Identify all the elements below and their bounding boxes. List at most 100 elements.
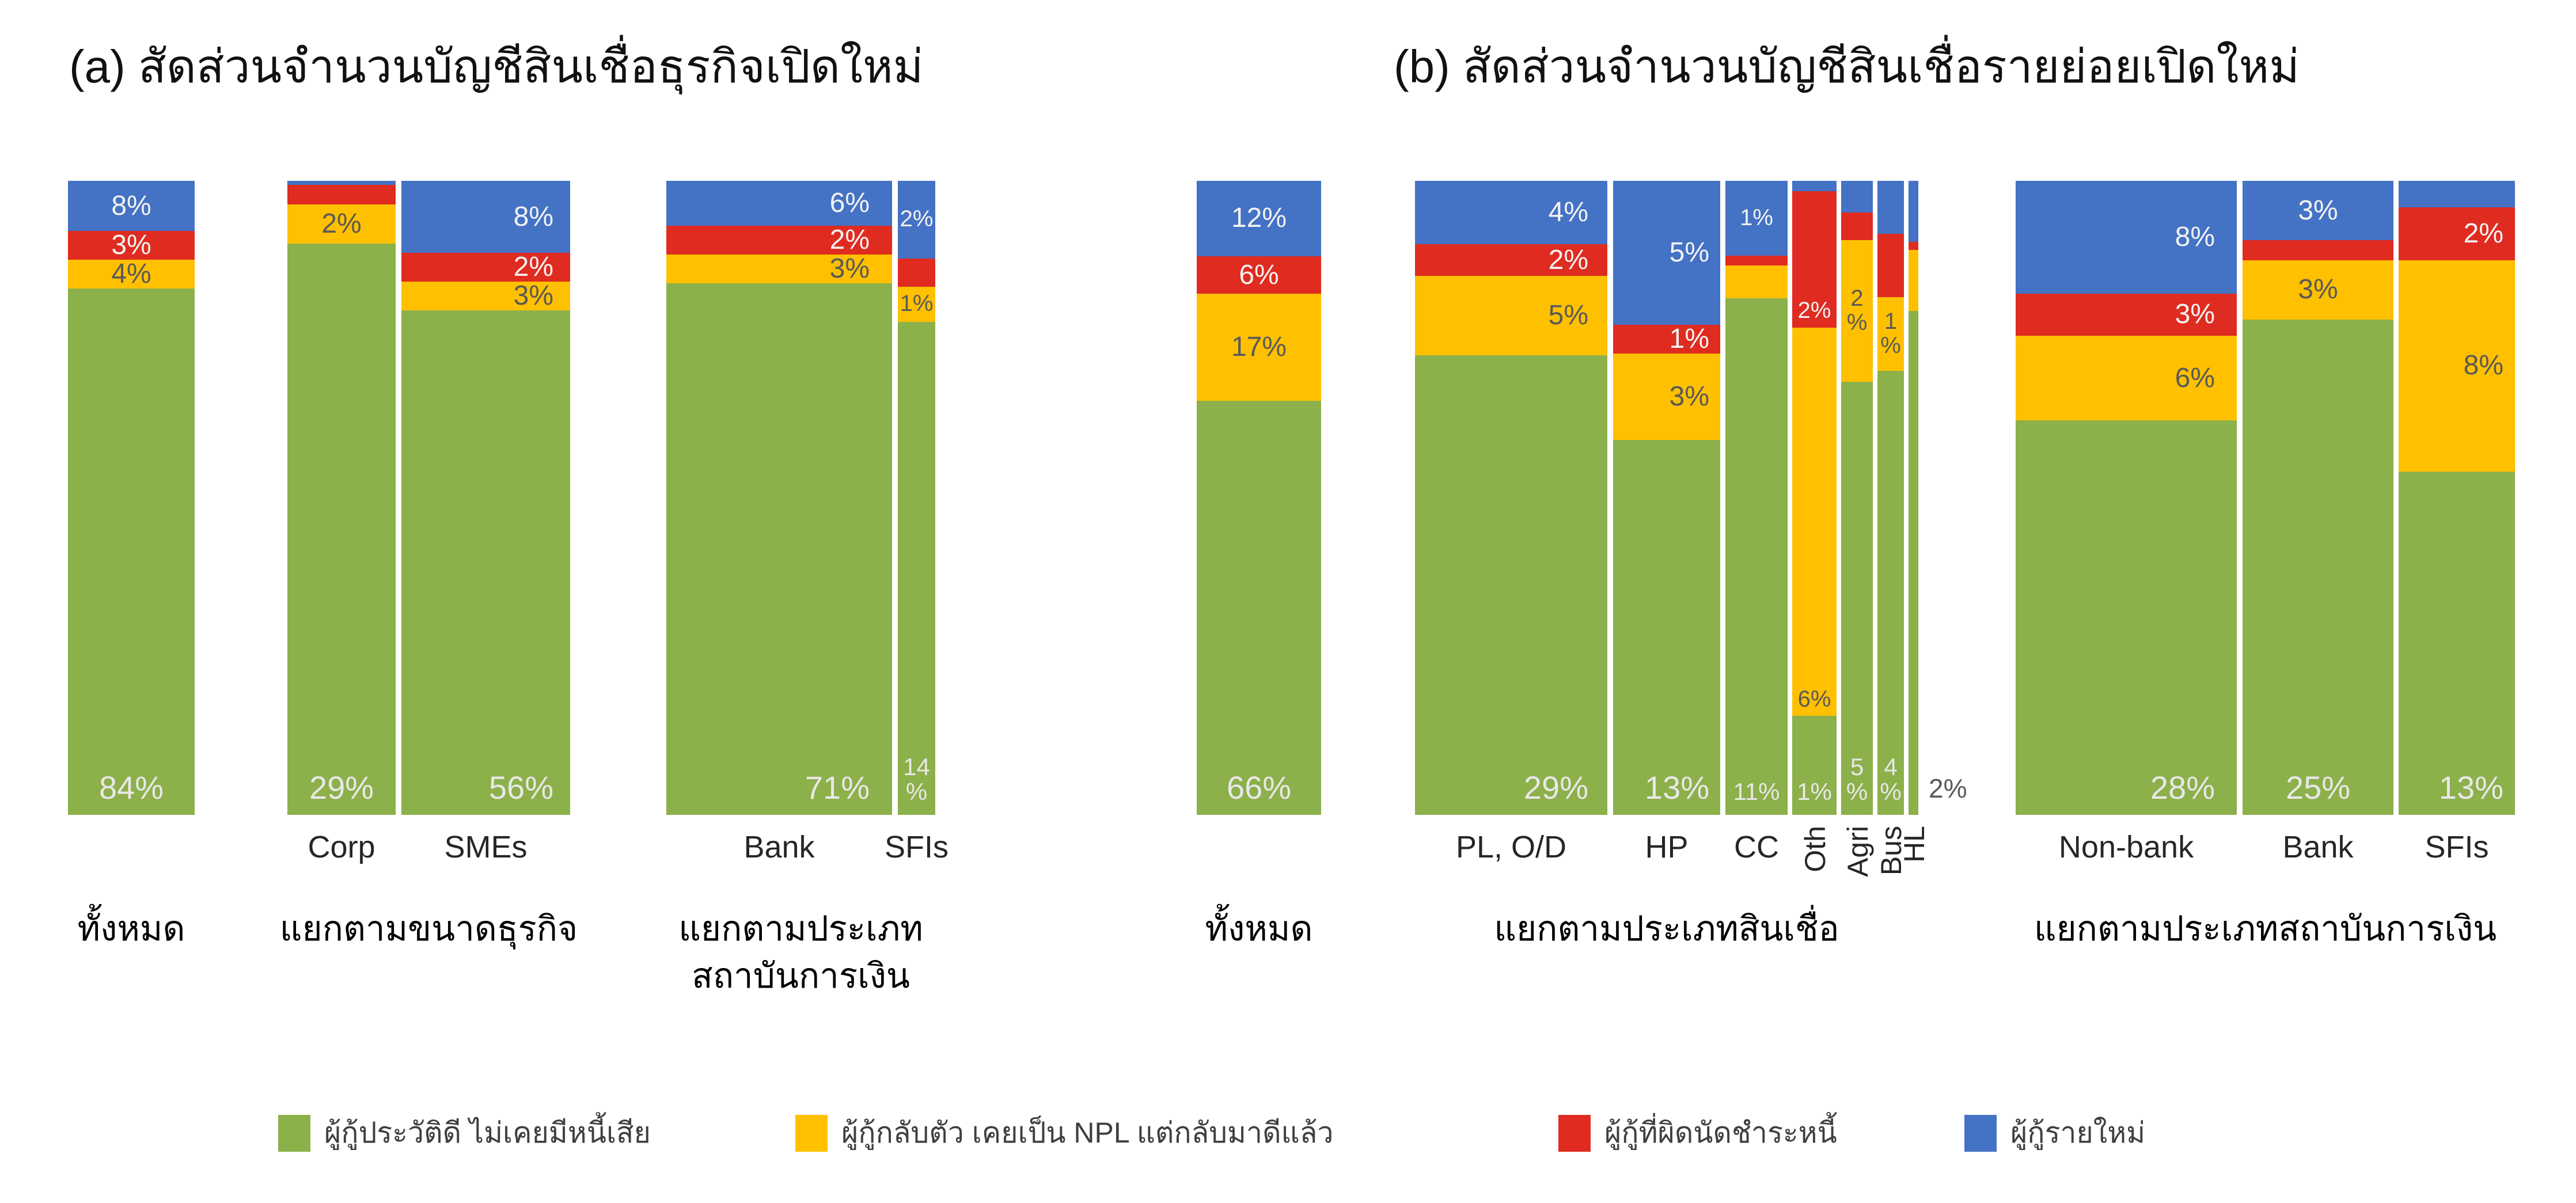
segment-delinquent (1877, 233, 1904, 297)
category-label-smes: SMEs (444, 830, 528, 864)
category-label-oth: Oth (1799, 826, 1831, 872)
legend-item-good: ผู้กู้ประวัติดี ไม่เคยมีหนี้เสีย (278, 1110, 651, 1156)
bar-smes: 8% 2% 3% 56% (401, 181, 570, 815)
segment-returned: 1 % (1877, 297, 1904, 371)
segment-label: 1% (1740, 205, 1773, 231)
segment-label: 1% (1669, 324, 1709, 355)
segment-returned: 5% (1415, 276, 1607, 355)
segment-returned: 2 % (1841, 240, 1873, 382)
segment-delinquent (898, 258, 935, 287)
legend-swatch-returned (795, 1114, 828, 1152)
segment-label: 29% (1523, 769, 1588, 806)
segment-good: 56% (401, 310, 570, 815)
bar-total-b: 12% 6% 17% 66% (1197, 181, 1321, 815)
segment-label: 8% (513, 201, 553, 232)
segment-label: 3% (2298, 274, 2338, 305)
category-label-hp: HP (1645, 830, 1689, 864)
segment-returned (1909, 249, 1918, 311)
segment-label: 1% (1797, 778, 1832, 806)
category-label-sfis-b: SFIs (2425, 830, 2489, 864)
segment-new: 3% (2243, 181, 2393, 241)
segment-new: 12% (1197, 181, 1321, 256)
segment-delinquent: 2% (1415, 244, 1607, 276)
segment-label: 5% (1669, 237, 1709, 268)
bar-sfis-b: 2% 8% 13% (2399, 181, 2515, 815)
segment-label: 3% (829, 253, 870, 284)
segment-label: 2 % (1846, 286, 1868, 335)
segment-label: 17% (1231, 331, 1287, 362)
legend-label: ผู้กู้ที่ผิดนัดชำระหนี้ (1604, 1117, 1837, 1149)
segment-new: 4% (1415, 181, 1607, 245)
segment-delinquent: 6% (1197, 256, 1321, 294)
segment-label: 13% (1644, 769, 1709, 806)
panel-title-b: (b) สัดส่วนจำนวนบัญชีสินเชื่อรายย่อยเปิด… (1394, 41, 2300, 92)
segment-returned: 2% (287, 204, 396, 244)
category-label-corp: Corp (308, 830, 375, 864)
segment-new: 2% (898, 181, 935, 259)
bar-hp: 5% 1% 3% 13% (1613, 181, 1720, 815)
segment-new (287, 181, 396, 185)
segment-delinquent (1909, 241, 1918, 250)
segment-label: 2% (829, 225, 870, 256)
legend-swatch-delinquent (1558, 1114, 1591, 1152)
segment-label: 3% (2298, 195, 2338, 226)
segment-label: 3% (513, 280, 553, 312)
segment-good: 13% (1613, 440, 1720, 815)
segment-new: 8% (401, 181, 570, 253)
segment-returned (1725, 265, 1788, 298)
segment-new (1841, 181, 1873, 212)
segment-returned: 3% (2243, 260, 2393, 320)
segment-good: 5 % (1841, 381, 1873, 815)
legend-swatch-good (278, 1114, 310, 1152)
segment-label: 3% (2175, 299, 2215, 330)
segment-label: 4% (111, 258, 151, 289)
segment-good: 4 % (1877, 371, 1904, 815)
segment-returned: 1% (898, 286, 935, 322)
segment-delinquent: 2% (1792, 191, 1837, 328)
segment-good: 29% (1415, 355, 1607, 815)
segment-returned: 3% (401, 282, 570, 310)
bar-non-bank: 8% 3% 6% 28% (2016, 181, 2237, 815)
segment-label: 5 % (1846, 753, 1868, 806)
segment-good: 25% (2243, 319, 2393, 815)
segment-label: 14 % (903, 753, 930, 806)
segment-label: 28% (2150, 769, 2215, 806)
outside-value-label-hl: 2% (1929, 773, 1967, 803)
segment-returned: 3% (1613, 354, 1720, 441)
segment-new: 8% (2016, 181, 2237, 294)
segment-delinquent (1725, 256, 1788, 265)
segment-label: 4 % (1880, 753, 1902, 806)
segment-label: 8% (2175, 221, 2215, 252)
bar-bank-a: 6% 2% 3% 71% (666, 181, 892, 815)
category-label-pl-od: PL, O/D (1455, 830, 1567, 864)
segment-label: 3% (1669, 381, 1709, 412)
segment-returned: 6% (1792, 327, 1837, 716)
segment-good: 66% (1197, 400, 1321, 815)
segment-good: 71% (666, 283, 892, 815)
segment-new (1909, 181, 1918, 242)
segment-new: 6% (666, 181, 892, 226)
category-label-hl: HL (1898, 826, 1930, 863)
segment-returned: 17% (1197, 294, 1321, 401)
segment-label: 6% (829, 188, 870, 219)
segment-label: 25% (2285, 769, 2351, 806)
bar-cc: 1% 11% (1725, 181, 1788, 815)
bar-oth: 2% 6% 1% (1792, 181, 1837, 815)
bar-bank-b: 3% 3% 25% (2243, 181, 2393, 815)
group-caption: แยกตามประเภทสถาบันการเงิน (2034, 909, 2497, 948)
legend-swatch-new (1964, 1114, 1997, 1152)
bar-corp: 2% 29% (287, 181, 396, 815)
bar-pl-od: 4% 2% 5% 29% (1415, 181, 1607, 815)
segment-good: 29% (287, 244, 396, 815)
bar-bus: 1 % 4 % (1877, 181, 1904, 815)
segment-good: 84% (68, 288, 195, 815)
segment-good: 14 % (898, 321, 935, 815)
category-label-agri: Agri (1841, 826, 1874, 877)
panel-title-a: (a) สัดส่วนจำนวนบัญชีสินเชื่อธุรกิจเปิดใ… (69, 41, 924, 92)
segment-delinquent: 1% (1613, 325, 1720, 354)
category-label-bank-b: Bank (2282, 830, 2354, 864)
segment-label: 56% (488, 769, 553, 806)
legend-item-new: ผู้กู้รายใหม่ (1964, 1110, 2145, 1156)
category-label-bank-a: Bank (743, 830, 815, 864)
segment-label: 2% (321, 208, 362, 240)
